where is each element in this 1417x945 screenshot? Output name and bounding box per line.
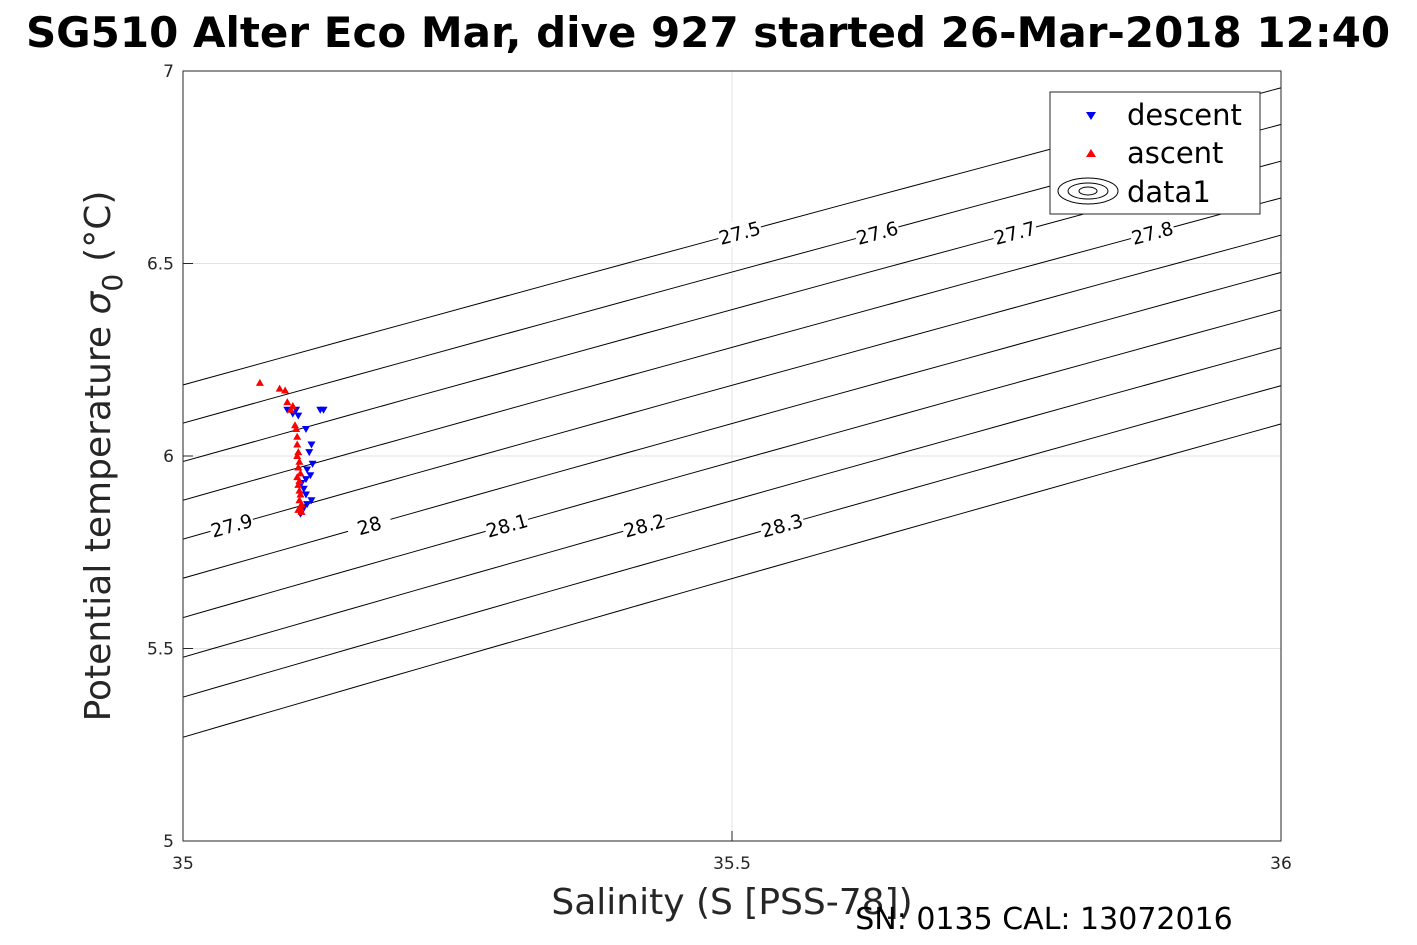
ascent-point [293, 452, 302, 459]
isopycnal-27.8 [183, 197, 1281, 501]
ascent-point [297, 507, 306, 515]
axis-ticks: 35 35.5 36 5 5.5 6 6.5 7 [147, 62, 1292, 874]
x-tick-label: 35 [172, 854, 194, 874]
descent-point [305, 449, 314, 457]
x-tick-label: 35.5 [713, 854, 751, 874]
ascent-point [295, 457, 304, 465]
ascent-point [294, 448, 303, 456]
ascent-point [293, 432, 302, 440]
ascent-point [290, 421, 299, 429]
contour-label-bg [1127, 215, 1177, 251]
legend-label-descent: descent [1127, 98, 1242, 132]
legend-label-data1: data1 [1127, 175, 1211, 209]
ascent-point [294, 480, 303, 488]
ascent-point [281, 386, 290, 394]
contour-label-bg [852, 215, 902, 251]
ascent-point [286, 405, 295, 413]
descent-point [294, 412, 303, 420]
isopycnal-27.9 [183, 234, 1281, 540]
contour-label-bg [715, 215, 764, 251]
isopycnal-28.1 [183, 309, 1281, 619]
isopycnal-28.2 [183, 347, 1281, 658]
ascent-point [295, 486, 304, 494]
y-tick-label: 6.5 [147, 255, 174, 275]
descent-point [307, 441, 316, 449]
descent-point [301, 491, 310, 499]
contour-label-bg [620, 507, 669, 543]
ascent-point [296, 490, 305, 498]
ascent-point [293, 440, 302, 448]
serial-calibration-note: SN: 0135 CAL: 13072016 [855, 902, 1233, 937]
y-tick-label: 5 [163, 832, 174, 852]
contour-label-bg [757, 507, 807, 543]
ascent-point [292, 425, 301, 433]
x-tick-label: 36 [1270, 854, 1292, 874]
ascent-point [297, 500, 306, 508]
y-tick-label: 6 [163, 447, 174, 467]
legend-box [1049, 91, 1261, 215]
legend: descent ascent data1 [1049, 91, 1261, 215]
isopycnal-28 [183, 271, 1281, 579]
contour-label-bg [207, 507, 257, 543]
isopycnal-27.5 [183, 87, 1281, 386]
y-tick-label: 5.5 [147, 640, 174, 660]
legend-marker-ascent [1086, 149, 1096, 157]
descent-point [303, 501, 312, 509]
descent-point [306, 472, 315, 480]
contour-label-bg [482, 507, 532, 543]
data-points [255, 378, 328, 518]
ascent-point [294, 463, 303, 471]
legend-label-ascent: ascent [1127, 136, 1223, 170]
ascent-point [275, 384, 284, 392]
y-axis-label: Potential temperature σ0 (°C) [78, 191, 129, 722]
descent-point [307, 497, 316, 505]
legend-marker-descent [1086, 112, 1096, 120]
y-tick-label: 7 [163, 62, 174, 82]
descent-point [301, 426, 310, 434]
y-axis-label-text: Potential temperature [78, 326, 119, 721]
density-contours [183, 87, 1281, 738]
ascent-point [295, 477, 304, 485]
legend-marker-data1 [1057, 177, 1119, 205]
ascent-point [296, 469, 305, 477]
y-axis-label-unit: (°C) [78, 191, 119, 262]
y-axis-label-subscript: 0 [96, 274, 129, 292]
x-axis-label: Salinity (S [PSS-78]) [551, 882, 912, 923]
ascent-point [283, 398, 292, 406]
isopycnal-27.6 [183, 123, 1281, 424]
ascent-point [255, 378, 264, 386]
descent-point [301, 476, 310, 484]
descent-point [303, 466, 312, 474]
descent-point [319, 406, 328, 414]
contour-label-bg [990, 215, 1040, 251]
y-axis-label-symbol: σ [78, 291, 119, 315]
chart-title: SG510 Alter Eco Mar, dive 927 started 26… [26, 8, 1390, 57]
isopycnal-28.3 [183, 385, 1281, 698]
descent-point [308, 460, 317, 468]
contour-label-bg [344, 507, 394, 543]
isopycnal-28.4 [183, 423, 1281, 738]
